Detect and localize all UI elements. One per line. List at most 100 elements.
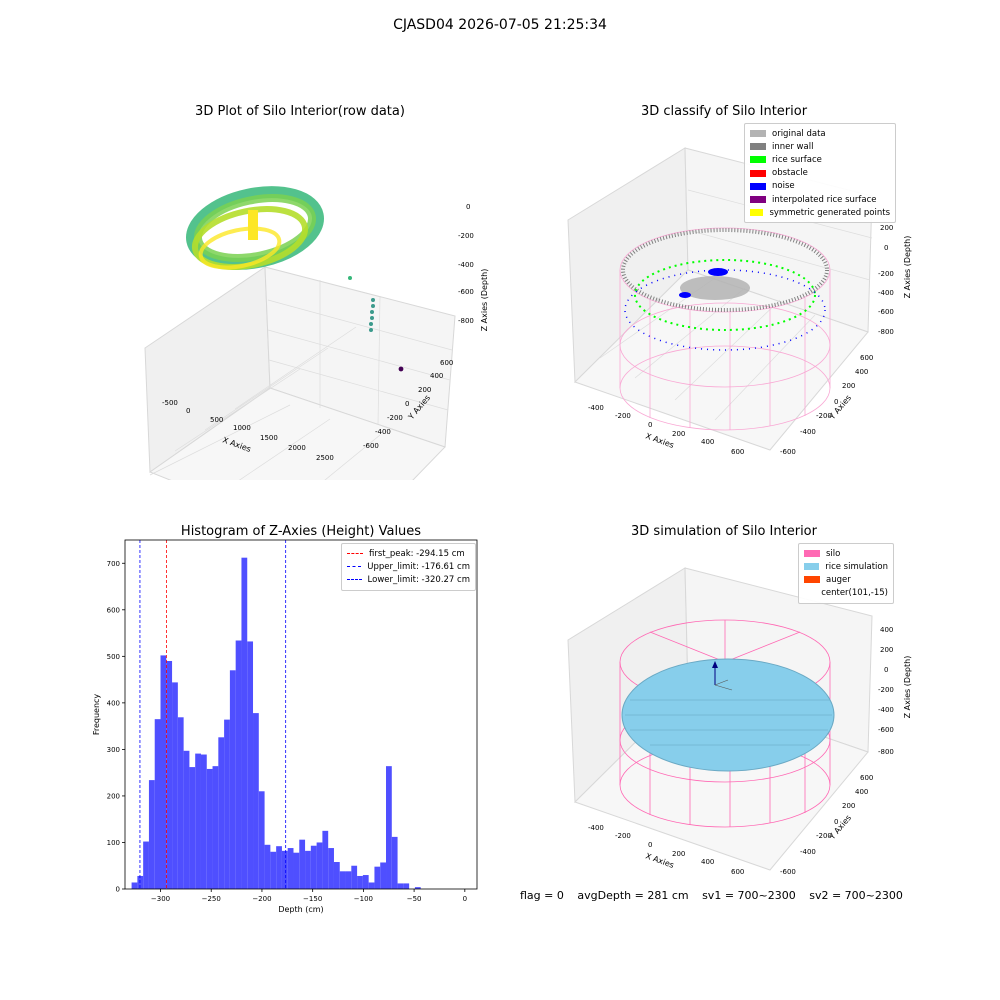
plot3-xlabel: Depth (cm) xyxy=(278,905,323,914)
plot1-ytick: 200 xyxy=(418,386,431,394)
histogram-bar xyxy=(333,862,340,889)
histogram-bar xyxy=(241,557,248,889)
legend-label: rice surface xyxy=(772,154,822,165)
legend-swatch xyxy=(804,563,820,571)
plot1-xtick: 2500 xyxy=(316,454,334,462)
plot1-ztick: -800 xyxy=(458,317,474,325)
x-tick-label: −250 xyxy=(202,895,221,903)
plot4-ztick: -600 xyxy=(878,726,894,734)
sv2-text: sv2 = 700~2300 xyxy=(809,889,903,902)
legend-swatch xyxy=(750,169,766,177)
plot1-ytick: -600 xyxy=(363,442,379,450)
plot1-ytick: -200 xyxy=(387,414,403,422)
legend-label: noise xyxy=(772,181,795,192)
plot1-ytick: 600 xyxy=(440,359,453,367)
y-tick-label: 600 xyxy=(107,606,120,614)
legend-label: original data xyxy=(772,128,826,139)
histogram-bar xyxy=(131,882,138,889)
legend-swatch xyxy=(750,196,766,204)
plot2-xtick: 200 xyxy=(672,430,685,438)
histogram-bar xyxy=(328,848,334,889)
plot2-xtick: 600 xyxy=(731,448,744,456)
y-tick-label: 100 xyxy=(107,839,120,847)
plot4-xtick: 600 xyxy=(731,868,744,876)
legend-label: center(101,-15) xyxy=(821,588,888,599)
histogram-bar xyxy=(386,766,392,889)
legend-item-first-peak: first_peak: -294.15 cm xyxy=(347,547,470,560)
plot2-ytick: -200 xyxy=(816,412,832,420)
plot3-legend: first_peak: -294.15 cm Upper_limit: -176… xyxy=(341,543,476,591)
plot1-xtick: 0 xyxy=(186,407,190,415)
sv1-text: sv1 = 700~2300 xyxy=(702,889,796,902)
histogram-bar xyxy=(316,842,323,889)
plot1-ztick: -200 xyxy=(458,232,474,240)
plot2-ztick: 200 xyxy=(880,224,893,232)
plot2-legend: original data inner wall rice surface ob… xyxy=(744,123,896,224)
plot4-3d-axes: -400 -200 0 200 400 600 X Axies -600 -40… xyxy=(567,567,912,876)
auger-icon xyxy=(712,661,733,691)
histogram-bar xyxy=(212,766,219,889)
plot2-x-ticks: -400 -200 0 200 400 600 xyxy=(588,404,744,456)
histogram-bar xyxy=(397,883,404,889)
histogram-bar xyxy=(183,750,190,889)
y-tick-label: 400 xyxy=(107,699,120,707)
legend-swatch xyxy=(750,130,766,138)
legend-label: Upper_limit: -176.61 cm xyxy=(367,561,470,572)
plot1-3d-axes: -500 0 500 1000 1500 2000 2500 X Axies -… xyxy=(144,186,489,480)
histogram-bar xyxy=(414,887,421,889)
histogram-bar xyxy=(166,660,173,889)
legend-label: inner wall xyxy=(772,141,814,152)
plot4-xtick: -400 xyxy=(588,824,604,832)
plot2-ztick: -600 xyxy=(878,308,894,316)
histogram-bar xyxy=(148,780,155,889)
histogram-bar xyxy=(177,717,184,889)
x-tick-label: −300 xyxy=(151,895,170,903)
legend-item-center: center(101,-15) xyxy=(804,587,888,600)
y-tick-label: 300 xyxy=(107,746,120,754)
plot1-title: 3D Plot of Silo Interior(row data) xyxy=(195,104,405,119)
histogram-bar xyxy=(322,830,329,889)
legend-item-rice-surface: rice surface xyxy=(750,153,890,166)
histogram-bar xyxy=(380,862,387,889)
legend-label: silo xyxy=(826,548,841,559)
plot2-3d-axes: -400 -200 0 200 400 600 X Axies -600 -40… xyxy=(567,147,912,456)
plot1-ztick: 0 xyxy=(466,203,470,211)
plot2-zlabel: Z Axies (Depth) xyxy=(903,236,912,299)
plot4-ztick: -800 xyxy=(878,748,894,756)
plot1-ytick: 400 xyxy=(430,372,443,380)
legend-label: symmetric generated points xyxy=(769,207,890,218)
histogram-bar xyxy=(368,882,375,889)
plot4-xtick: 200 xyxy=(672,850,685,858)
plot1-xtick: 500 xyxy=(210,416,223,424)
plot1-x-ticks: -500 0 500 1000 1500 2000 2500 xyxy=(162,399,334,462)
plot2-ztick: -800 xyxy=(878,328,894,336)
plot4-ztick: 200 xyxy=(880,646,893,654)
plot1-outliers xyxy=(348,276,404,372)
legend-label: Lower_limit: -320.27 cm xyxy=(367,574,470,585)
legend-item-rice-simulation: rice simulation xyxy=(804,560,888,573)
histogram-bar xyxy=(189,767,196,889)
plot1-z-ticks: -800 -600 -400 -200 0 xyxy=(458,203,474,325)
plot4-zlabel: Z Axies (Depth) xyxy=(903,656,912,719)
legend-item-original-data: original data xyxy=(750,127,890,140)
plot4-ytick: 400 xyxy=(855,788,868,796)
histogram-bar xyxy=(403,883,410,889)
plot4-ytick: -400 xyxy=(800,848,816,856)
histogram-bar xyxy=(247,641,254,889)
plot4-ytick: -200 xyxy=(816,832,832,840)
histogram-bar xyxy=(258,791,265,889)
plot1-ztick: -600 xyxy=(458,288,474,296)
plot2-xtick: 0 xyxy=(648,421,652,429)
legend-item-obstacle: obstacle xyxy=(750,167,890,180)
plot1-pane-floor xyxy=(148,387,446,480)
plot1-ztick: -400 xyxy=(458,261,474,269)
plot3-histogram: −300 −250 −200 −150 −100 −50 0 0 100 200 300 400 50… xyxy=(92,539,478,914)
plot2-ytick: 400 xyxy=(855,368,868,376)
plot4-xlabel: X Axies xyxy=(644,851,675,870)
legend-label: rice simulation xyxy=(825,561,888,572)
legend-item-lower-limit: Lower_limit: -320.27 cm xyxy=(347,573,470,586)
plot4-ytick: 600 xyxy=(860,774,873,782)
plot4-z-ticks: -800 -600 -400 -200 0 200 400 xyxy=(878,626,894,756)
histogram-bar xyxy=(264,844,271,889)
legend-label: interpolated rice surface xyxy=(772,194,877,205)
